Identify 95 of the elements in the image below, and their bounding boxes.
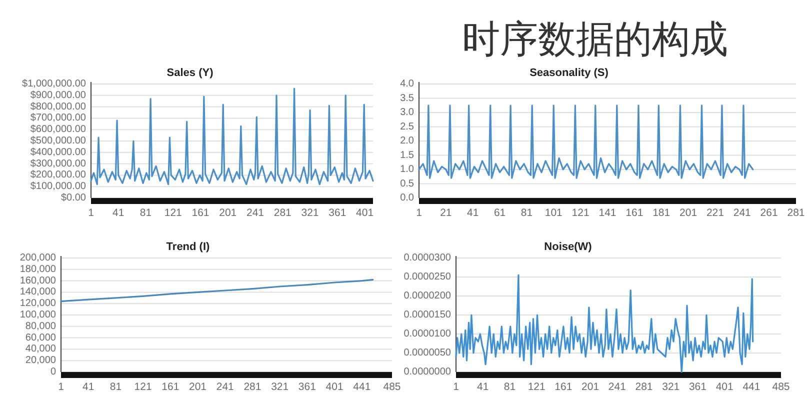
- y-tick-label: 0.5: [400, 178, 414, 190]
- x-tick-label: 81: [140, 207, 152, 219]
- x-tick-label: 1: [88, 207, 94, 219]
- y-tick-label: 60,000: [25, 332, 56, 344]
- x-tick-label: 401: [716, 381, 734, 393]
- y-tick-label: 140,000: [20, 286, 56, 298]
- y-tick-label: 80,000: [25, 320, 56, 332]
- x-tick-label: 121: [134, 381, 152, 393]
- x-tick-label: 281: [787, 207, 805, 219]
- panel-title: Trend (I): [166, 241, 210, 253]
- x-tick-label: 241: [608, 381, 626, 393]
- x-tick-label: 361: [688, 381, 706, 393]
- y-tick-label: 40,000: [25, 344, 56, 355]
- x-tick-label: 81: [504, 381, 516, 393]
- x-tick-label: 141: [598, 207, 616, 219]
- y-tick-label: 0.0000300: [404, 252, 451, 264]
- y-tick-label: 1.0: [400, 164, 414, 175]
- x-tick-label: 321: [662, 381, 680, 393]
- title: 时序数据的构成: [462, 19, 728, 61]
- x-tick-label: 201: [582, 381, 600, 393]
- x-tick-label: 361: [328, 207, 346, 219]
- x-tick-label: 101: [544, 207, 562, 219]
- x-tick-label: 201: [189, 381, 207, 393]
- y-tick-label: 3.0: [400, 107, 414, 118]
- y-tick-label: 0.0000100: [404, 328, 451, 340]
- x-tick-label: 441: [742, 381, 760, 393]
- x-tick-label: 241: [216, 381, 234, 393]
- x-tick-label: 161: [626, 207, 644, 219]
- y-tick-label: 100,000: [20, 310, 56, 320]
- x-tick-label: 261: [760, 207, 778, 219]
- y-tick-label: $600,000.00: [30, 124, 86, 136]
- x-tick-label: 485: [383, 381, 401, 393]
- x-tick-label: 21: [440, 207, 452, 219]
- x-tick-label: 1: [416, 207, 422, 219]
- x-tick-label: 201: [680, 207, 698, 219]
- x-tick-label: 81: [520, 207, 533, 219]
- x-tick-label: 221: [706, 207, 724, 219]
- x-tick-label: 41: [467, 207, 479, 219]
- x-tick-label: 281: [274, 207, 292, 219]
- panel-title: Noise(W): [544, 241, 592, 253]
- y-tick-label: 4.0: [400, 78, 414, 90]
- y-tick-label: $100,000.00: [30, 181, 86, 192]
- y-tick-label: 0.0000200: [404, 290, 451, 302]
- x-tick-label: 161: [162, 381, 180, 393]
- y-tick-label: 160,000: [20, 275, 56, 286]
- x-tick-label: 161: [554, 381, 572, 393]
- y-tick-label: $300,000.00: [30, 158, 86, 170]
- x-tick-label: 241: [733, 207, 751, 219]
- x-tick-label: 1: [58, 381, 64, 393]
- y-tick-label: 3.5: [400, 92, 414, 104]
- y-tick-label: 0.0000150: [404, 310, 451, 320]
- y-tick-label: $1,000,000.00: [22, 78, 86, 90]
- y-tick-label: $400,000.00: [30, 146, 86, 158]
- x-tick-label: 201: [219, 207, 237, 219]
- x-tick-label: 121: [572, 207, 590, 219]
- y-tick-label: 0.0000050: [404, 348, 451, 358]
- y-tick-label: $0.00: [60, 192, 86, 204]
- y-tick-label: 2.5: [400, 121, 414, 132]
- y-tick-label: 0.0000250: [404, 272, 451, 282]
- x-tick-label: 81: [110, 381, 122, 393]
- x-tick-label: 41: [112, 207, 124, 219]
- panel-title: Seasonality (S): [530, 67, 608, 79]
- y-tick-label: 200,000: [20, 252, 56, 264]
- x-tick-label: 321: [301, 207, 319, 219]
- y-tick-label: $700,000.00: [30, 112, 86, 124]
- x-tick-label: 401: [356, 207, 374, 219]
- y-tick-label: 20,000: [25, 355, 56, 366]
- y-tick-label: 0: [50, 366, 56, 378]
- x-tick-label: 121: [164, 207, 182, 219]
- panel-title: Sales (Y): [166, 67, 214, 79]
- x-tick-label: 181: [652, 207, 670, 219]
- y-tick-label: 0.0000000: [404, 366, 451, 378]
- x-tick-label: 281: [635, 381, 653, 393]
- x-tick-label: 401: [326, 381, 344, 393]
- y-tick-label: $500,000.00: [30, 136, 86, 146]
- y-tick-label: 180,000: [20, 264, 56, 275]
- x-tick-label: 485: [772, 381, 790, 393]
- y-tick-label: 0.0: [400, 192, 414, 204]
- x-tick-label: 281: [244, 381, 262, 393]
- y-tick-label: $900,000.00: [30, 90, 86, 101]
- x-tick-label: 161: [192, 207, 210, 219]
- x-tick-label: 41: [82, 381, 94, 393]
- x-tick-label: 121: [528, 381, 546, 393]
- x-tick-label: 241: [246, 207, 264, 219]
- x-tick-label: 361: [298, 381, 316, 393]
- x-tick-label: 441: [353, 381, 371, 393]
- y-tick-label: $200,000.00: [30, 170, 86, 181]
- x-tick-label: 61: [494, 207, 506, 219]
- y-tick-label: 2.0: [400, 136, 414, 146]
- y-tick-label: $800,000.00: [30, 101, 86, 112]
- x-tick-label: 1: [453, 381, 459, 393]
- x-tick-label: 321: [271, 381, 289, 393]
- y-tick-label: 120,000: [20, 298, 56, 310]
- y-tick-label: 1.5: [400, 150, 414, 161]
- x-tick-label: 41: [477, 381, 489, 393]
